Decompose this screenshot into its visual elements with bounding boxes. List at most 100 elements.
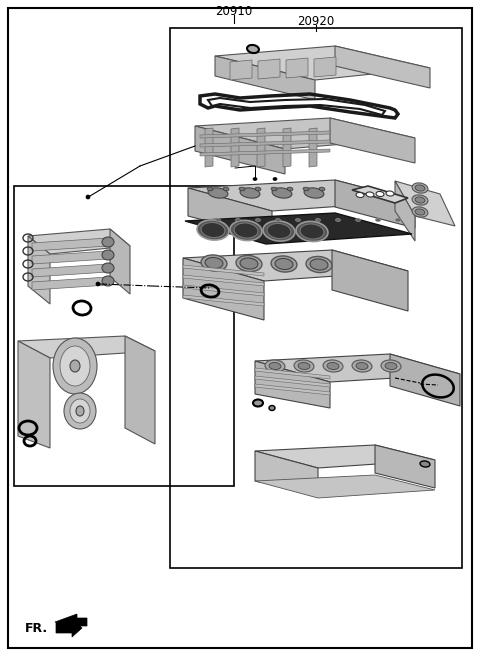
Ellipse shape [287, 187, 293, 191]
Polygon shape [18, 336, 155, 358]
Ellipse shape [86, 195, 90, 199]
Polygon shape [208, 98, 385, 115]
Ellipse shape [356, 218, 360, 222]
Ellipse shape [201, 255, 227, 271]
Text: 20910: 20910 [216, 5, 252, 18]
Ellipse shape [205, 257, 223, 268]
Ellipse shape [306, 256, 332, 273]
Ellipse shape [327, 363, 339, 369]
Ellipse shape [310, 259, 328, 270]
Ellipse shape [236, 255, 262, 272]
Ellipse shape [296, 218, 300, 222]
Ellipse shape [269, 405, 275, 411]
Ellipse shape [102, 250, 114, 260]
Polygon shape [283, 128, 291, 167]
Ellipse shape [102, 263, 114, 273]
Ellipse shape [64, 393, 96, 429]
Polygon shape [255, 368, 330, 379]
Ellipse shape [356, 192, 364, 197]
Ellipse shape [208, 188, 228, 198]
Polygon shape [257, 128, 265, 167]
Ellipse shape [381, 360, 401, 372]
Polygon shape [195, 126, 285, 174]
Polygon shape [255, 384, 330, 395]
Ellipse shape [336, 218, 340, 222]
Ellipse shape [76, 406, 84, 416]
Polygon shape [28, 236, 50, 304]
Polygon shape [56, 619, 82, 637]
Ellipse shape [386, 191, 394, 196]
Ellipse shape [294, 360, 314, 372]
Polygon shape [125, 336, 155, 444]
Ellipse shape [412, 207, 428, 217]
Polygon shape [255, 445, 435, 468]
Ellipse shape [263, 221, 295, 241]
Text: 20920: 20920 [298, 15, 335, 28]
Polygon shape [255, 451, 318, 494]
Polygon shape [332, 250, 408, 311]
Ellipse shape [102, 276, 114, 286]
Polygon shape [183, 275, 264, 286]
Polygon shape [200, 149, 330, 156]
Ellipse shape [273, 178, 277, 180]
Ellipse shape [366, 192, 374, 197]
Ellipse shape [102, 237, 114, 247]
Polygon shape [195, 118, 415, 149]
Polygon shape [32, 238, 108, 251]
Polygon shape [231, 128, 239, 167]
Ellipse shape [223, 187, 229, 191]
Polygon shape [183, 265, 264, 276]
Polygon shape [375, 445, 435, 488]
Polygon shape [395, 181, 455, 226]
Polygon shape [185, 213, 412, 244]
Ellipse shape [412, 195, 428, 205]
Polygon shape [188, 180, 415, 211]
Polygon shape [286, 58, 308, 78]
Polygon shape [258, 59, 280, 79]
Polygon shape [188, 188, 272, 238]
Ellipse shape [255, 218, 261, 222]
Ellipse shape [276, 218, 280, 222]
Ellipse shape [375, 218, 381, 222]
Polygon shape [230, 60, 252, 80]
Ellipse shape [376, 192, 384, 197]
Ellipse shape [253, 178, 257, 180]
Ellipse shape [356, 363, 368, 369]
Ellipse shape [396, 218, 400, 222]
Polygon shape [255, 361, 330, 408]
Polygon shape [255, 376, 330, 387]
Polygon shape [255, 475, 435, 498]
Ellipse shape [385, 363, 397, 369]
Ellipse shape [323, 360, 343, 372]
Ellipse shape [96, 282, 100, 286]
Polygon shape [183, 258, 264, 320]
Ellipse shape [60, 346, 90, 386]
Polygon shape [183, 295, 264, 306]
Polygon shape [335, 180, 415, 228]
Ellipse shape [352, 360, 372, 372]
Ellipse shape [255, 187, 261, 191]
Ellipse shape [303, 187, 309, 191]
Ellipse shape [415, 197, 425, 203]
Polygon shape [32, 251, 108, 264]
Ellipse shape [304, 188, 324, 198]
Polygon shape [32, 277, 108, 290]
Polygon shape [352, 186, 408, 203]
Polygon shape [215, 46, 430, 80]
Polygon shape [28, 229, 130, 254]
Ellipse shape [240, 188, 260, 198]
Ellipse shape [275, 258, 293, 270]
Ellipse shape [265, 360, 285, 372]
Bar [14, 186, 234, 486]
Polygon shape [335, 46, 430, 88]
Polygon shape [314, 57, 336, 77]
Ellipse shape [315, 218, 321, 222]
Polygon shape [215, 56, 315, 100]
Ellipse shape [269, 363, 281, 369]
Polygon shape [395, 181, 415, 241]
Polygon shape [255, 354, 460, 382]
Polygon shape [390, 354, 460, 406]
Ellipse shape [239, 187, 245, 191]
Polygon shape [330, 118, 415, 163]
Polygon shape [55, 614, 87, 630]
